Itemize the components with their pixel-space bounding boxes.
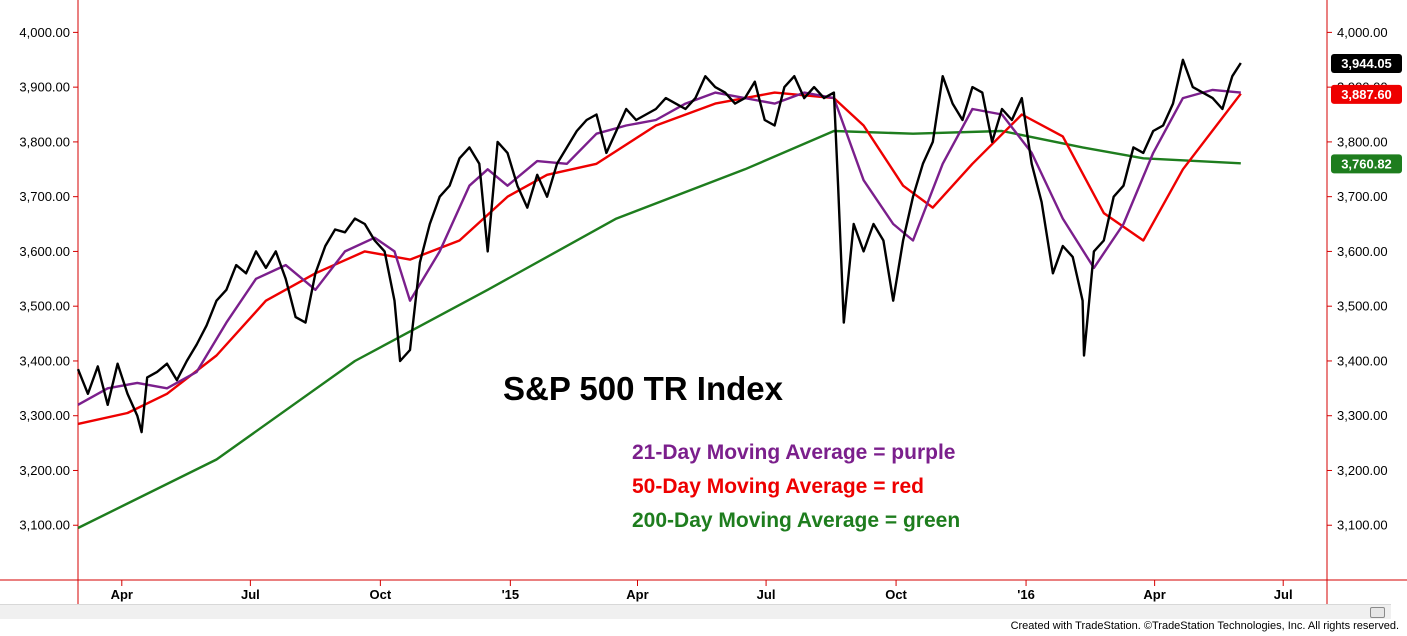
x-tick-label: Apr bbox=[626, 587, 648, 602]
legend-entry-3: 200-Day Moving Average = green bbox=[632, 509, 960, 532]
series-line-50-day-moving-average bbox=[77, 91, 1242, 426]
footer-credit: Created with TradeStation. ©TradeStation… bbox=[1010, 620, 1399, 632]
last-value-badge: 3,887.60 bbox=[1331, 84, 1402, 104]
x-tick-label: Jul bbox=[241, 587, 260, 602]
series-lines bbox=[76, 58, 1242, 530]
x-tick-labels: Apr Jul Oct '15 Apr Jul Oct '16 Apr Jul bbox=[111, 587, 1293, 602]
y-tick-label-left: 3,400.00 bbox=[19, 353, 70, 368]
y-tick-label-left: 3,900.00 bbox=[19, 80, 70, 95]
chart-title: S&P 500 TR Index bbox=[503, 370, 784, 407]
x-tick-label: '15 bbox=[502, 587, 520, 602]
badge-box bbox=[1331, 84, 1402, 104]
legend-entry-2: 50-Day Moving Average = red bbox=[632, 475, 924, 498]
y-tick-label-right: 3,600.00 bbox=[1337, 244, 1388, 259]
last-value-badges: 3,944.05 3,887.60 3,760.82 bbox=[1331, 54, 1402, 174]
x-tick-label: Apr bbox=[111, 587, 133, 602]
badge-label: 3,760.82 bbox=[1341, 156, 1392, 171]
y-tick-label-right: 3,500.00 bbox=[1337, 299, 1388, 314]
y-tick-label-left: 4,000.00 bbox=[19, 25, 70, 40]
last-value-badge: 3,944.05 bbox=[1331, 54, 1402, 74]
y-tick-label-left: 3,300.00 bbox=[19, 408, 70, 423]
series-line-200-day-moving-average bbox=[77, 129, 1241, 530]
x-tick-label: '16 bbox=[1017, 587, 1035, 602]
series-line-s-p-500-tr-index bbox=[76, 58, 1242, 434]
y-tick-label-right: 4,000.00 bbox=[1337, 25, 1388, 40]
x-tick-label: Jul bbox=[1274, 587, 1293, 602]
y-tick-label-right: 3,300.00 bbox=[1337, 408, 1388, 423]
badge-box bbox=[1331, 54, 1402, 74]
y-tick-labels: 3,100.00 3,100.00 3,200.00 3,200.00 3,300.00… bbox=[19, 25, 1387, 533]
legend-entry-1: 21-Day Moving Average = purple bbox=[632, 441, 955, 464]
last-value-badge: 3,760.82 bbox=[1331, 154, 1402, 174]
y-tick-label-right: 3,800.00 bbox=[1337, 134, 1388, 149]
legend: 21-Day Moving Average = purple 50-Day Mov… bbox=[632, 441, 960, 532]
y-tick-label-left: 3,600.00 bbox=[19, 244, 70, 259]
x-tick-label: Apr bbox=[1143, 587, 1165, 602]
y-tick-label-right: 3,400.00 bbox=[1337, 353, 1388, 368]
badge-label: 3,944.05 bbox=[1341, 56, 1392, 71]
x-tick-label: Oct bbox=[370, 587, 392, 602]
horizontal-scrollbar[interactable] bbox=[0, 604, 1391, 619]
y-tick-label-left: 3,800.00 bbox=[19, 134, 70, 149]
y-tick-label-left: 3,100.00 bbox=[19, 518, 70, 533]
y-tick-label-left: 3,200.00 bbox=[19, 463, 70, 478]
y-tick-label-right: 3,100.00 bbox=[1337, 518, 1388, 533]
x-tick-label: Jul bbox=[757, 587, 776, 602]
x-tick-label: Oct bbox=[885, 587, 907, 602]
axes bbox=[0, 0, 1407, 604]
badge-box bbox=[1331, 154, 1402, 174]
y-tick-label-right: 3,200.00 bbox=[1337, 463, 1388, 478]
y-tick-label-left: 3,700.00 bbox=[19, 189, 70, 204]
badge-label: 3,887.60 bbox=[1341, 87, 1392, 102]
y-tick-label-left: 3,500.00 bbox=[19, 299, 70, 314]
y-tick-label-right: 3,700.00 bbox=[1337, 189, 1388, 204]
scroll-thumb[interactable] bbox=[1370, 607, 1385, 618]
